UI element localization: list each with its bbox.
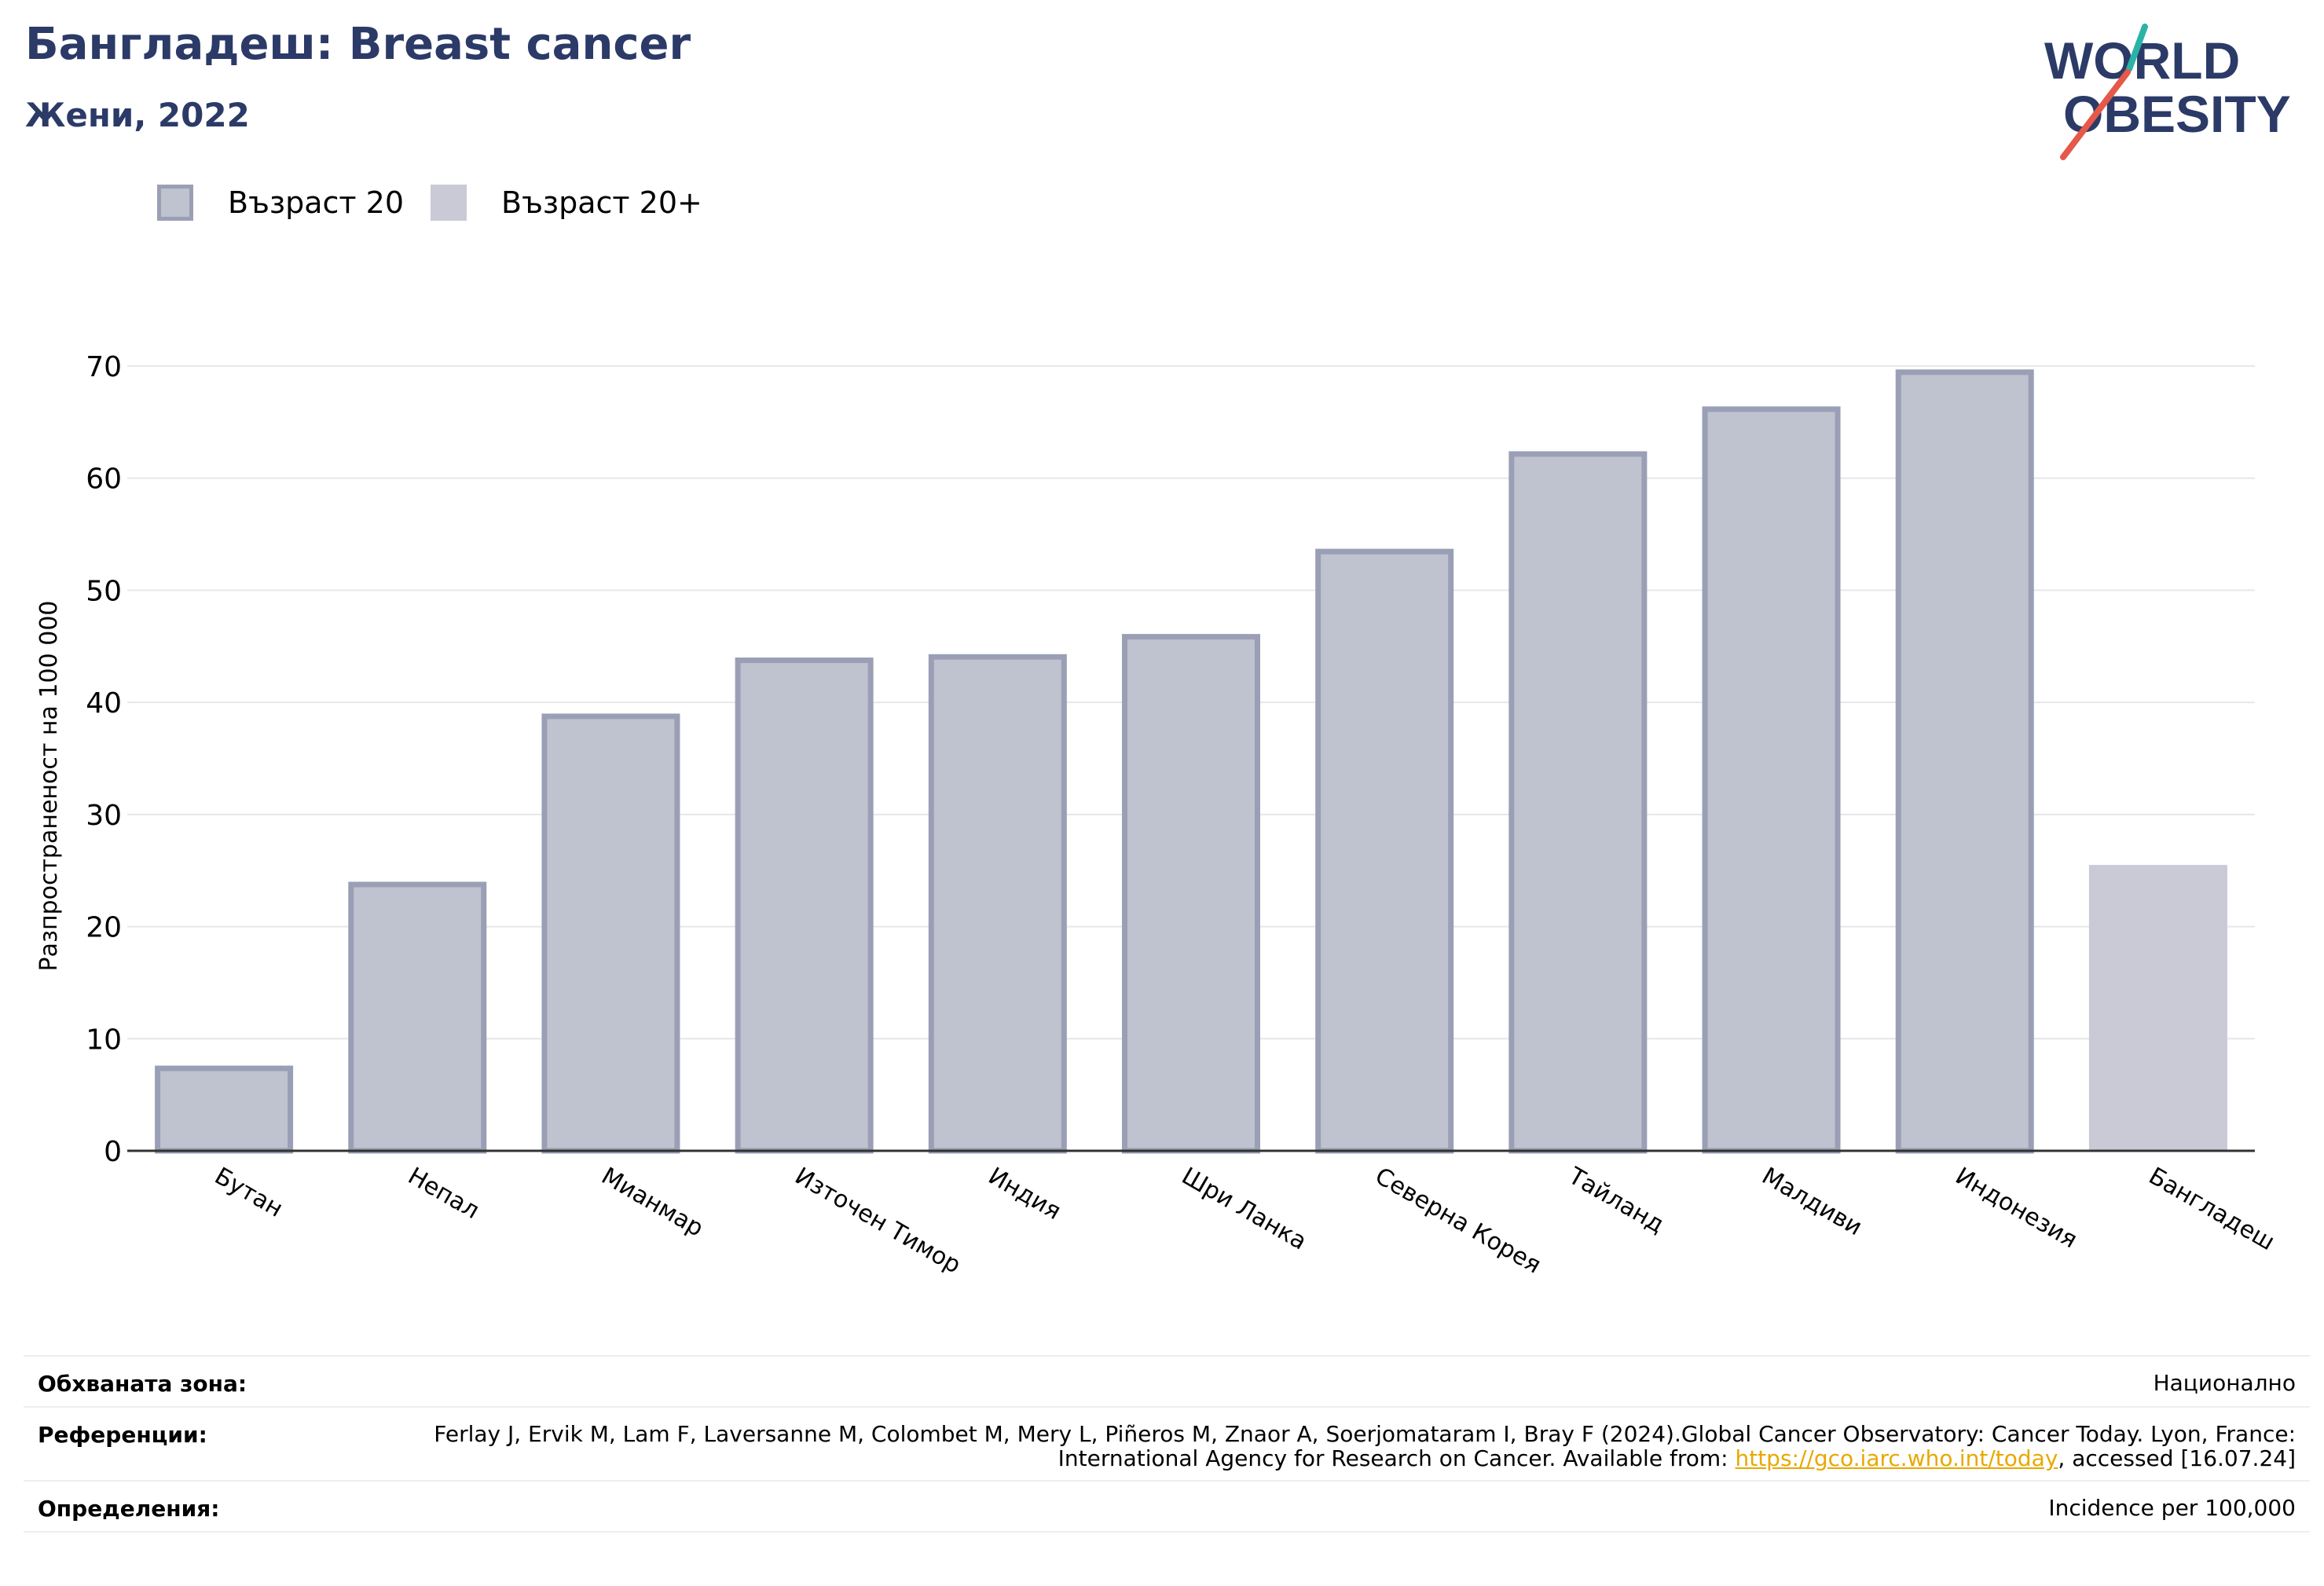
chart-title: Бангладеш: Breast cancer bbox=[25, 19, 691, 70]
legend-label-age-20-plus: Възраст 20+ bbox=[501, 185, 702, 220]
bar-age-20-plus bbox=[2088, 865, 2227, 1151]
y-tick-label: 40 bbox=[86, 687, 122, 720]
legend-swatch-age-20-plus bbox=[431, 185, 467, 221]
bar-age-20 bbox=[1702, 406, 1841, 1154]
logo-line-2: OBESITY bbox=[2063, 85, 2291, 143]
coverage-value: Национално bbox=[2153, 1370, 2296, 1396]
x-tick-label: Северна Корея bbox=[1370, 1163, 1545, 1280]
bar-age-20 bbox=[1508, 451, 1648, 1154]
info-row-coverage: Обхваната зона: Национално bbox=[24, 1355, 2310, 1406]
x-tick-label: Индия bbox=[984, 1163, 1065, 1225]
coverage-label: Обхваната зона: bbox=[38, 1371, 247, 1397]
bar-age-20 bbox=[1122, 634, 1260, 1154]
references-value: Ferlay J, Ervik M, Lam F, Laversanne M, … bbox=[410, 1422, 2296, 1471]
references-text-2: , accessed [16.07.24] bbox=[2058, 1445, 2296, 1471]
bar-age-20 bbox=[155, 1065, 294, 1154]
x-tick-label: Източен Тимор bbox=[790, 1163, 966, 1280]
x-tick-label: Индонезия bbox=[1951, 1163, 2082, 1255]
legend-swatch-age-20 bbox=[157, 185, 193, 221]
bar-age-20 bbox=[348, 881, 487, 1154]
x-tick-label: Тайланд bbox=[1563, 1162, 1669, 1239]
bar-chart: 0 10 20 30 40 50 60 70 Разпространеност на 100 0… bbox=[35, 351, 2279, 1280]
definitions-label: Определения: bbox=[38, 1496, 220, 1522]
y-tick-label: 50 bbox=[86, 575, 122, 607]
bar-age-20 bbox=[541, 713, 680, 1154]
chart-subtitle: Жени, 2022 bbox=[25, 96, 250, 134]
legend: Възраст 20 Възраст 20+ bbox=[157, 182, 729, 223]
legend-item-age-20[interactable]: Възраст 20 bbox=[157, 185, 404, 221]
y-tick-label: 70 bbox=[86, 351, 122, 383]
world-obesity-logo: WORLD OBESITY bbox=[2044, 24, 2291, 160]
info-row-definitions: Определения: Incidence per 100,000 bbox=[24, 1480, 2310, 1533]
definitions-value: Incidence per 100,000 bbox=[2048, 1495, 2296, 1521]
legend-label-age-20: Възраст 20 bbox=[228, 185, 404, 220]
bar-age-20 bbox=[735, 657, 874, 1154]
references-link[interactable]: https://gco.iarc.who.int/today bbox=[1735, 1445, 2058, 1471]
y-tick-label: 0 bbox=[104, 1136, 122, 1168]
y-tick-label: 20 bbox=[86, 912, 122, 944]
x-tick-label: Непал bbox=[403, 1163, 484, 1225]
x-tick-label: Шри Ланка bbox=[1177, 1163, 1311, 1256]
y-tick-label: 60 bbox=[86, 463, 122, 496]
logo-slash-teal bbox=[2126, 24, 2148, 72]
info-table: Обхваната зона: Национално Референции: F… bbox=[24, 1355, 2310, 1533]
bar-age-20 bbox=[1895, 369, 2034, 1154]
x-tick-label: Мианмар bbox=[596, 1163, 708, 1243]
y-tick-label: 30 bbox=[86, 800, 122, 832]
bar-age-20 bbox=[1315, 548, 1454, 1154]
info-row-references: Референции: Ferlay J, Ervik M, Lam F, La… bbox=[24, 1406, 2310, 1480]
legend-item-age-20-plus[interactable]: Възраст 20+ bbox=[431, 185, 702, 221]
y-tick-label: 10 bbox=[86, 1024, 122, 1056]
x-tick-label: Бутан bbox=[210, 1163, 288, 1223]
x-tick-label: Малдиви bbox=[1758, 1163, 1867, 1242]
logo-slash-red bbox=[2060, 69, 2131, 160]
bar-age-20 bbox=[928, 654, 1067, 1154]
x-tick-label: Бангладеш bbox=[2144, 1163, 2279, 1257]
y-axis-label: Разпространеност на 100 000 bbox=[35, 601, 63, 972]
references-text-1: Ferlay J, Ervik M, Lam F, Laversanne M, … bbox=[434, 1421, 2296, 1471]
references-label: Референции: bbox=[38, 1422, 207, 1448]
